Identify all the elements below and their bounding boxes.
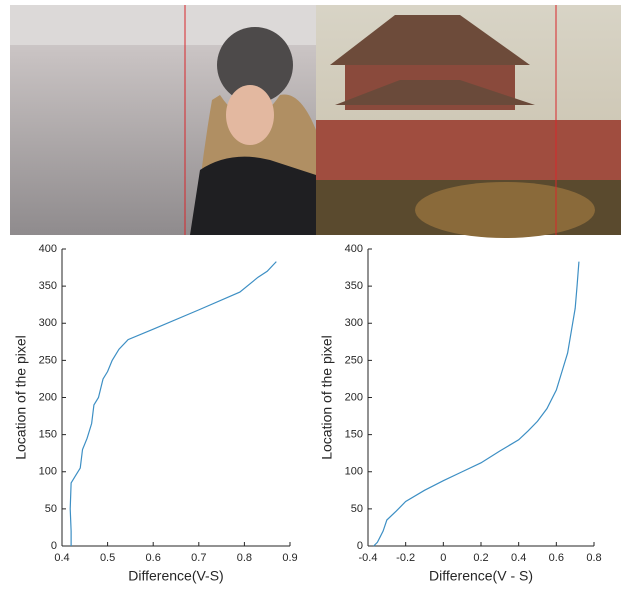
x-tick-label: 0.2 [473,552,488,564]
y-tick-label: 300 [39,317,57,329]
x-tick-label: -0.4 [359,552,378,564]
data-line [70,262,276,546]
y-tick-label: 150 [39,429,57,441]
y-tick-label: 250 [345,354,363,366]
y-tick-label: 100 [345,466,363,478]
y-tick-label: 0 [357,540,363,552]
y-tick-label: 200 [39,391,57,403]
y-tick-label: 400 [39,243,57,255]
data-line [374,262,579,546]
x-tick-label: 0.6 [146,552,161,564]
y-tick-label: 150 [345,429,363,441]
y-tick-label: 100 [39,466,57,478]
x-axis-label: Difference(V - S) [429,568,533,584]
x-tick-label: 0.6 [549,552,564,564]
photo-right [316,5,621,238]
y-tick-label: 50 [45,503,57,515]
x-tick-label: 0.8 [237,552,252,564]
y-tick-label: 200 [345,391,363,403]
y-axis-label: Location of the pixel [319,335,335,460]
figure: 0 50 100 150 200 250 300 350 400 0.4 0.5 0.6 0.7 0.8 0… [0,0,627,585]
y-tick-label: 300 [345,317,363,329]
x-tick-label: 0.8 [586,552,601,564]
y-tick-label: 400 [345,243,363,255]
x-tick-label: 0 [440,552,446,564]
y-tick-label: 50 [351,503,363,515]
x-tick-label: 0.5 [100,552,115,564]
y-tick-label: 250 [39,354,57,366]
y-tick-label: 350 [39,280,57,292]
x-tick-label: 0.4 [54,552,69,564]
y-axis-label: Location of the pixel [13,335,29,460]
x-tick-label: 0.7 [191,552,206,564]
y-tick-label: 0 [51,540,57,552]
y-tick-label: 350 [345,280,363,292]
x-axis-label: Difference(V-S) [128,568,223,584]
photo-left [10,5,316,235]
x-tick-label: 0.9 [282,552,297,564]
x-tick-label: -0.2 [396,552,415,564]
x-tick-label: 0.4 [511,552,526,564]
